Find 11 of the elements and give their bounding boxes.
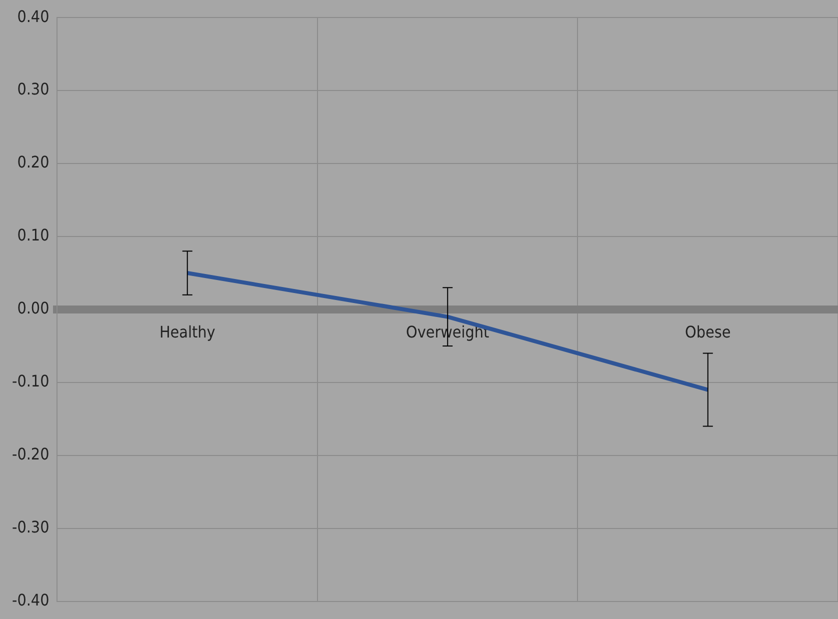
y-tick-label: -0.20 bbox=[12, 444, 50, 464]
y-tick-label: 0.20 bbox=[17, 152, 50, 172]
y-tick-label: 0.40 bbox=[17, 6, 50, 26]
y-tick-label: 0.30 bbox=[17, 80, 50, 99]
x-tick-label: Healthy bbox=[159, 322, 216, 342]
x-tick-label: Obese bbox=[685, 322, 731, 342]
y-tick-label: 0.00 bbox=[17, 298, 50, 318]
y-tick-label: -0.40 bbox=[12, 590, 50, 610]
y-tick-label: -0.30 bbox=[12, 518, 50, 537]
y-tick-label: -0.10 bbox=[12, 372, 50, 391]
y-tick-label: 0.10 bbox=[17, 226, 50, 245]
